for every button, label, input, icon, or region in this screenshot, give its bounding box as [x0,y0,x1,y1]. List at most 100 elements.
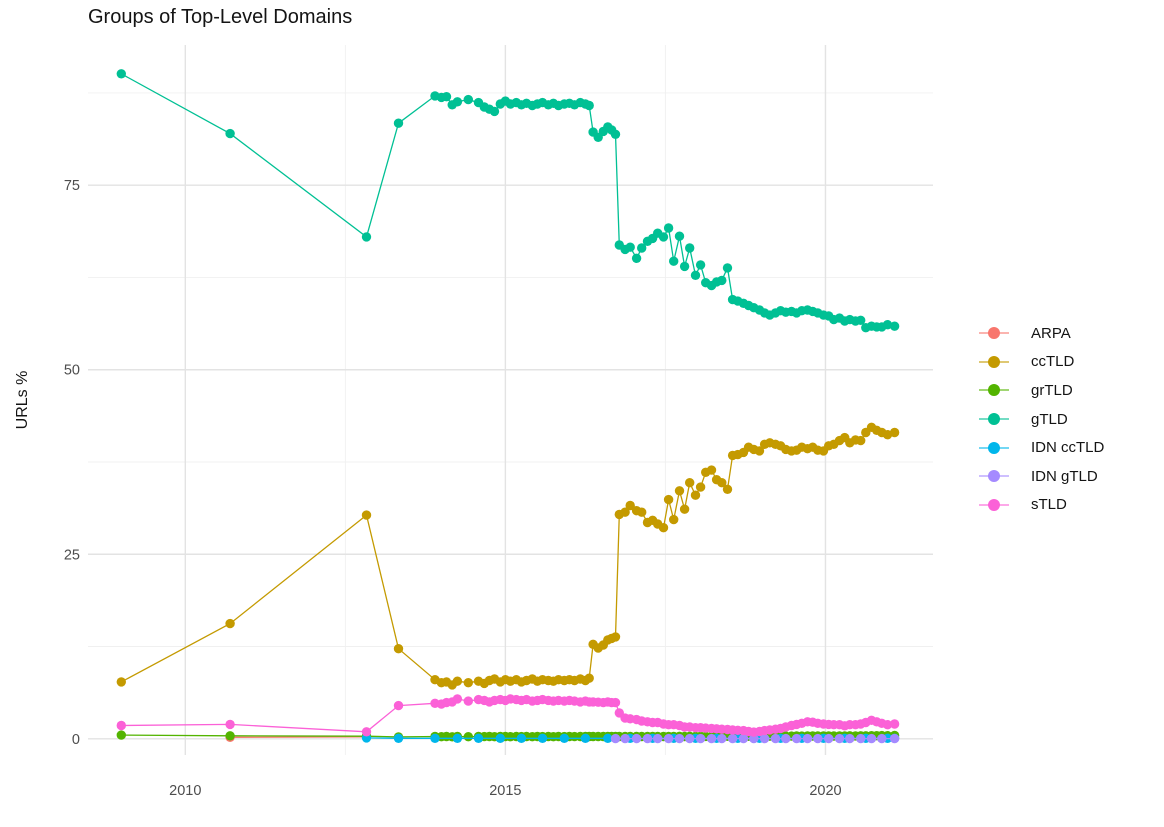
data-point-cctld [116,677,127,687]
y-axis-title: URLs % [14,370,31,430]
data-point-idn-gtld [802,733,813,744]
legend-label: IDN ccTLD [1031,439,1105,457]
data-point-stld [393,700,404,711]
legend-dot-icon [988,355,1000,368]
data-point-cctld [679,504,690,514]
legend-key-arpa-icon [979,327,1009,340]
y-tick-label: 50 [64,363,80,379]
data-point-gtld [717,275,727,286]
data-point-cctld [225,618,235,629]
legend-label: IDN gTLD [1031,467,1098,485]
data-point-idn-gtld [877,733,887,744]
legend-item-idn-gtld: IDN gTLD [979,462,1104,491]
x-tick-label: 2015 [489,783,521,799]
data-point-idn-gtld [824,733,834,744]
data-point-gtld [631,253,642,263]
data-point-gtld [393,118,404,128]
data-point-gtld [685,243,695,253]
legend-dot-icon [988,498,1000,511]
legend-key-gtld-icon [979,413,1009,426]
legend-label: sTLD [1031,496,1067,514]
data-point-gtld [452,97,463,107]
data-point-stld [882,720,893,730]
data-point-gtld [658,232,669,242]
data-point-cctld [463,678,473,688]
data-point-cctld [625,500,635,511]
data-point-gtld [610,129,621,139]
data-point-idn-cctld [537,733,548,743]
data-point-idn-gtld [663,733,674,744]
legend-key-idn-gtld-icon [979,470,1009,483]
data-point-idn-gtld [674,733,685,744]
legend-dot-icon [988,470,1000,483]
data-point-idn-gtld [759,733,770,744]
data-point-cctld [754,446,765,456]
legend-dot-icon [988,327,1000,340]
data-point-idn-cctld [430,733,440,743]
legend: ARPA ccTLD grTLD gTLD IDN ccTLD IDN gTLD sTLD [979,319,1104,519]
legend-key-grtld-icon [979,384,1009,397]
data-point-cctld [856,435,866,446]
data-point-grtld [463,732,473,742]
legend-item-grtld: grTLD [979,376,1104,405]
data-point-stld [361,727,372,737]
data-point-gtld [625,242,635,252]
data-point-gtld [225,128,235,139]
data-point-cctld [452,676,463,686]
legend-label: gTLD [1031,410,1068,428]
data-point-gtld [882,320,893,330]
data-point-cctld [695,482,706,492]
data-point-idn-gtld [749,733,759,744]
legend-label: grTLD [1031,381,1073,399]
legend-label: ccTLD [1031,353,1075,371]
data-point-gtld [722,263,733,273]
data-point-idn-gtld [695,733,706,744]
legend-item-gtld: gTLD [979,405,1104,434]
data-point-idn-gtld [845,733,855,744]
data-point-stld [889,719,900,729]
data-point-idn-gtld [856,733,866,744]
data-point-stld [452,694,463,704]
data-point-gtld [674,231,685,241]
data-point-cctld [658,523,669,533]
data-point-idn-gtld [620,733,630,744]
data-point-idn-gtld [717,733,727,744]
data-point-gtld [669,256,679,266]
data-point-idn-gtld [727,733,738,744]
x-tick-label: 2010 [169,783,201,799]
data-point-gtld [584,100,594,111]
data-point-stld [463,696,473,706]
data-point-idn-gtld [706,733,717,744]
legend-dot-icon [988,384,1000,397]
data-point-idn-cctld [559,733,569,743]
data-point-stld [225,719,235,730]
data-point-cctld [674,486,685,496]
data-point-cctld [669,514,679,525]
data-point-cctld [722,484,733,494]
data-point-idn-cctld [452,733,463,743]
legend-dot-icon [988,413,1000,426]
data-point-gtld [116,69,127,79]
data-point-cctld [637,507,647,517]
data-point-gtld [856,315,866,325]
data-point-gtld [637,243,647,253]
data-point-idn-gtld [781,733,791,744]
data-point-idn-cctld [580,733,591,743]
data-point-cctld [584,673,594,683]
data-point-cctld [361,510,372,520]
legend-key-stld-icon [979,498,1009,511]
gridlines [88,45,933,755]
legend-key-idn-cctld-icon [979,441,1009,454]
series-arpa [225,732,372,742]
y-tick-label: 0 [72,732,80,748]
data-point-cctld [690,490,701,500]
y-tick-label: 25 [64,547,80,563]
data-point-idn-gtld [631,733,642,744]
data-point-cctld [663,494,674,505]
data-point-cctld [706,465,717,475]
legend-item-arpa: ARPA [979,319,1104,348]
data-point-idn-cctld [603,733,613,743]
data-point-idn-gtld [653,733,663,744]
data-point-gtld [690,270,701,280]
series-gtld [116,69,900,333]
